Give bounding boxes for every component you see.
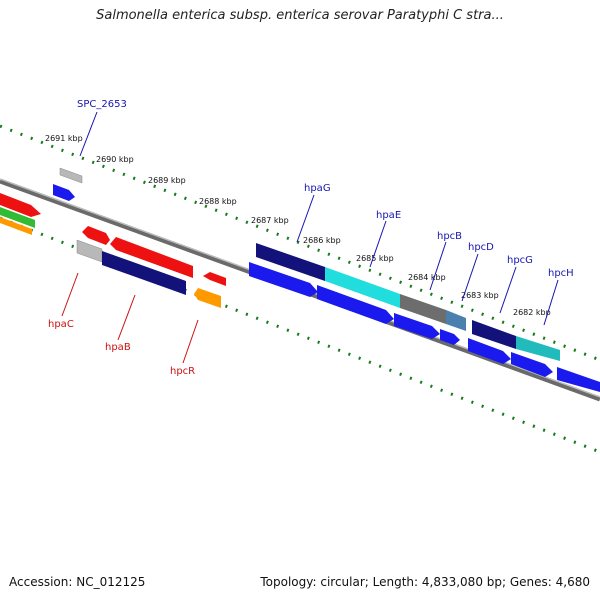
callout-line — [61, 272, 79, 317]
scale-label: 2687 kbp — [251, 216, 289, 225]
gene-spc2653-cds[interactable] — [53, 184, 75, 201]
callout-line — [461, 253, 479, 302]
gene-arrow[interactable] — [0, 193, 41, 217]
gene-hpcB[interactable] — [400, 294, 446, 324]
scale-labels: 2691 kbp 2690 kbp 2689 kbp 2688 kbp 2687… — [45, 134, 551, 317]
scale-label: 2688 kbp — [199, 197, 237, 206]
gene-label-hpcR[interactable]: hpcR — [170, 366, 195, 377]
gene-hpaG[interactable] — [256, 243, 325, 281]
scale-label: 2686 kbp — [303, 236, 341, 245]
scale-label: 2689 kbp — [148, 176, 186, 185]
gene-hpcB-cds[interactable] — [394, 313, 440, 339]
callout-line — [79, 111, 98, 157]
scale-label: 2684 kbp — [408, 273, 446, 282]
gene-hpaB-cds[interactable] — [102, 251, 186, 295]
scale-label: 2682 kbp — [513, 308, 551, 317]
page-title: Salmonella enterica subsp. enterica sero… — [96, 8, 504, 23]
gene-label-hpcD[interactable]: hpcD — [468, 242, 494, 253]
gene-next-cds[interactable] — [557, 367, 600, 392]
gene-label-hpaC[interactable]: hpaC — [48, 319, 74, 330]
scale-label: 2685 kbp — [356, 254, 394, 263]
scale-label: 2683 kbp — [461, 291, 499, 300]
gene-hpaC[interactable] — [76, 239, 103, 263]
gene-hpaE-cds[interactable] — [317, 285, 394, 324]
gene-hpaC-upper[interactable] — [82, 226, 110, 245]
reverse-strand-features — [76, 226, 226, 308]
gene-label-hpaE[interactable]: hpaE — [376, 210, 401, 221]
forward-strand-features — [53, 167, 600, 392]
gene-hpaG-cds[interactable] — [249, 262, 318, 297]
gene-hpcH-cds[interactable] — [511, 352, 553, 377]
gene-arrow[interactable] — [0, 217, 32, 235]
callout-line — [296, 194, 315, 243]
gene-label-hpcB[interactable]: hpcB — [437, 231, 462, 242]
gene-label-hpaB[interactable]: hpaB — [105, 342, 131, 353]
left-edge-features — [0, 193, 41, 235]
outer-tick-track — [0, 124, 600, 362]
gene-hpcD[interactable] — [446, 310, 466, 331]
gene-label-hpcH[interactable]: hpcH — [548, 268, 574, 279]
callout-line — [117, 294, 136, 341]
scale-label: 2690 kbp — [96, 155, 134, 164]
gene-label-hpcG[interactable]: hpcG — [507, 255, 533, 266]
gene-hpcD-cds[interactable] — [440, 329, 460, 345]
gene-hpcG[interactable] — [472, 320, 516, 349]
scale-label: 2691 kbp — [45, 134, 83, 143]
reverse-gene-labels: hpaC hpaB hpcR — [48, 272, 199, 377]
gene-label-hpaG[interactable]: hpaG — [304, 183, 331, 194]
forward-gene-labels: SPC_2653 hpaG hpaE hpcB hpcD hpcG hpcH — [77, 99, 574, 326]
callout-line — [543, 279, 559, 326]
gene-hpaB[interactable] — [110, 237, 193, 278]
gene-spc2653[interactable] — [59, 167, 83, 184]
gene-hpcG-cds[interactable] — [468, 338, 511, 364]
gene-hpcR[interactable] — [194, 288, 221, 308]
gene-hpcH[interactable] — [516, 336, 560, 361]
gene-hpaE[interactable] — [325, 267, 400, 308]
gene-arrow[interactable] — [0, 207, 35, 228]
genome-summary-text: Topology: circular; Length: 4,833,080 bp… — [260, 575, 590, 589]
callout-line — [499, 266, 517, 314]
callout-line — [182, 319, 199, 364]
gene-label-spc2653[interactable]: SPC_2653 — [77, 99, 127, 110]
callout-line — [429, 241, 447, 291]
gene-hpcR-upper[interactable] — [203, 272, 226, 286]
accession-text: Accession: NC_012125 — [9, 575, 146, 589]
callout-line — [369, 220, 387, 268]
